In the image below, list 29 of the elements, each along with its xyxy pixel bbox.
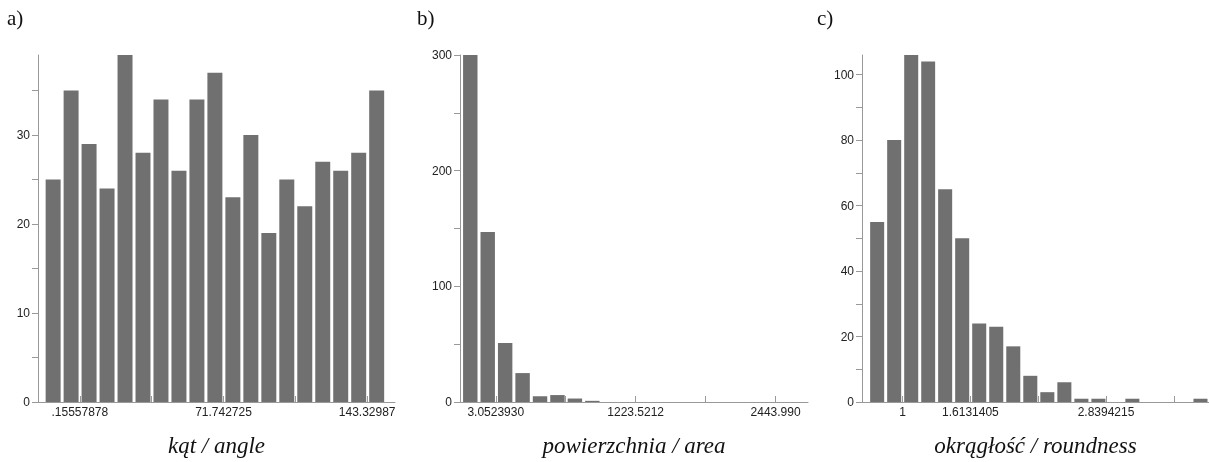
x-tick-label: 143.32987 xyxy=(338,405,396,419)
x-tick-label: 1.6131405 xyxy=(942,405,1000,419)
x-tick-label: 71.742725 xyxy=(195,405,253,419)
y-tick-label: 0 xyxy=(23,395,31,409)
y-tick-label: 300 xyxy=(431,48,453,62)
y-tick-label: 100 xyxy=(833,67,855,82)
chart-title: a) xyxy=(7,5,24,30)
y-tick-label: 30 xyxy=(16,128,31,143)
y-tick-label: 0 xyxy=(445,395,453,409)
x-tick-label: 2.8394215 xyxy=(1077,405,1135,419)
x-tick-label: 3.0523930 xyxy=(467,405,525,419)
x-tick-label: 2443.990 xyxy=(750,405,801,419)
y-tick-label: 40 xyxy=(840,264,855,279)
y-tick-label: 10 xyxy=(16,306,31,321)
chart-title: c) xyxy=(817,5,834,30)
x-axis-title: powierzchnia / area xyxy=(540,433,726,458)
x-tick-label: .15557878 xyxy=(51,405,109,419)
x-axis-title: kąt / angle xyxy=(167,433,266,458)
y-tick-label: 20 xyxy=(16,217,31,232)
y-tick-label: 80 xyxy=(840,133,855,148)
x-tick-label: 1 xyxy=(899,405,907,419)
x-tick-label: 1223.5212 xyxy=(607,405,665,419)
y-tick-label: 100 xyxy=(431,279,453,294)
chart-title: b) xyxy=(417,5,435,30)
y-tick-label: 60 xyxy=(840,198,855,213)
x-axis-title: okrągłość / roundness xyxy=(934,433,1137,458)
y-tick-label: 20 xyxy=(840,329,855,344)
y-tick-label: 0 xyxy=(847,395,855,409)
y-tick-label: 200 xyxy=(431,163,453,178)
